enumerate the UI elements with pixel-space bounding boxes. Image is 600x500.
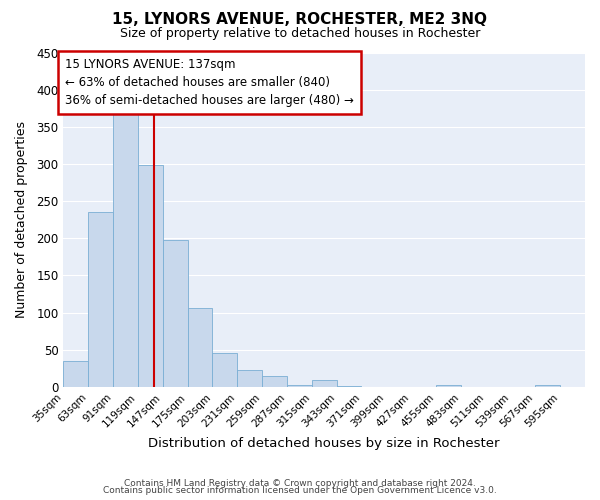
Bar: [237, 370, 262, 387]
Bar: [436, 384, 461, 387]
Bar: [64, 361, 88, 387]
Text: Contains public sector information licensed under the Open Government Licence v3: Contains public sector information licen…: [103, 486, 497, 495]
Bar: [88, 212, 113, 387]
Bar: [212, 353, 237, 387]
Bar: [188, 308, 212, 387]
Bar: [337, 386, 361, 387]
Bar: [138, 166, 163, 387]
Bar: [113, 112, 138, 387]
X-axis label: Distribution of detached houses by size in Rochester: Distribution of detached houses by size …: [148, 437, 500, 450]
Text: 15 LYNORS AVENUE: 137sqm
← 63% of detached houses are smaller (840)
36% of semi-: 15 LYNORS AVENUE: 137sqm ← 63% of detach…: [65, 58, 354, 106]
Bar: [535, 384, 560, 387]
Bar: [287, 384, 312, 387]
Text: Size of property relative to detached houses in Rochester: Size of property relative to detached ho…: [120, 28, 480, 40]
Y-axis label: Number of detached properties: Number of detached properties: [15, 121, 28, 318]
Bar: [262, 376, 287, 387]
Text: Contains HM Land Registry data © Crown copyright and database right 2024.: Contains HM Land Registry data © Crown c…: [124, 478, 476, 488]
Bar: [312, 380, 337, 387]
Text: 15, LYNORS AVENUE, ROCHESTER, ME2 3NQ: 15, LYNORS AVENUE, ROCHESTER, ME2 3NQ: [113, 12, 487, 28]
Bar: [163, 240, 188, 387]
